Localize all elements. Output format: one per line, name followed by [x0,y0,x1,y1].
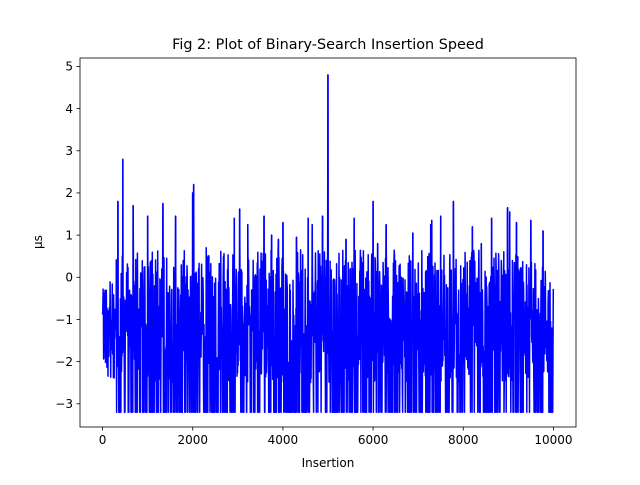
x-axis-label: Insertion [302,456,355,470]
x-tick-label: 4000 [268,433,299,447]
x-tick-label: 2000 [177,433,208,447]
x-tick-label: 0 [99,433,107,447]
x-tick-label: 6000 [358,433,389,447]
y-axis-label: µs [31,235,45,249]
y-tick-label: −3 [55,397,73,411]
y-tick-label: −2 [55,355,73,369]
y-tick-label: 1 [65,228,73,242]
y-tick-label: 4 [65,102,73,116]
y-tick-label: 0 [65,271,73,285]
plot-frame [79,57,577,428]
y-tick-label: 2 [65,186,73,200]
y-tick-label: 3 [65,144,73,158]
chart-title: Fig 2: Plot of Binary-Search Insertion S… [172,37,484,53]
x-tick-label: 10000 [534,433,572,447]
x-tick-label: 8000 [448,433,479,447]
y-tick-label: −1 [55,313,73,327]
data-layer [101,74,555,413]
y-axis: −3 −2 −1 0 1 2 3 4 5 [55,60,80,411]
y-tick-label: 5 [65,60,73,74]
x-axis: 0 2000 4000 6000 8000 10000 [99,427,573,447]
